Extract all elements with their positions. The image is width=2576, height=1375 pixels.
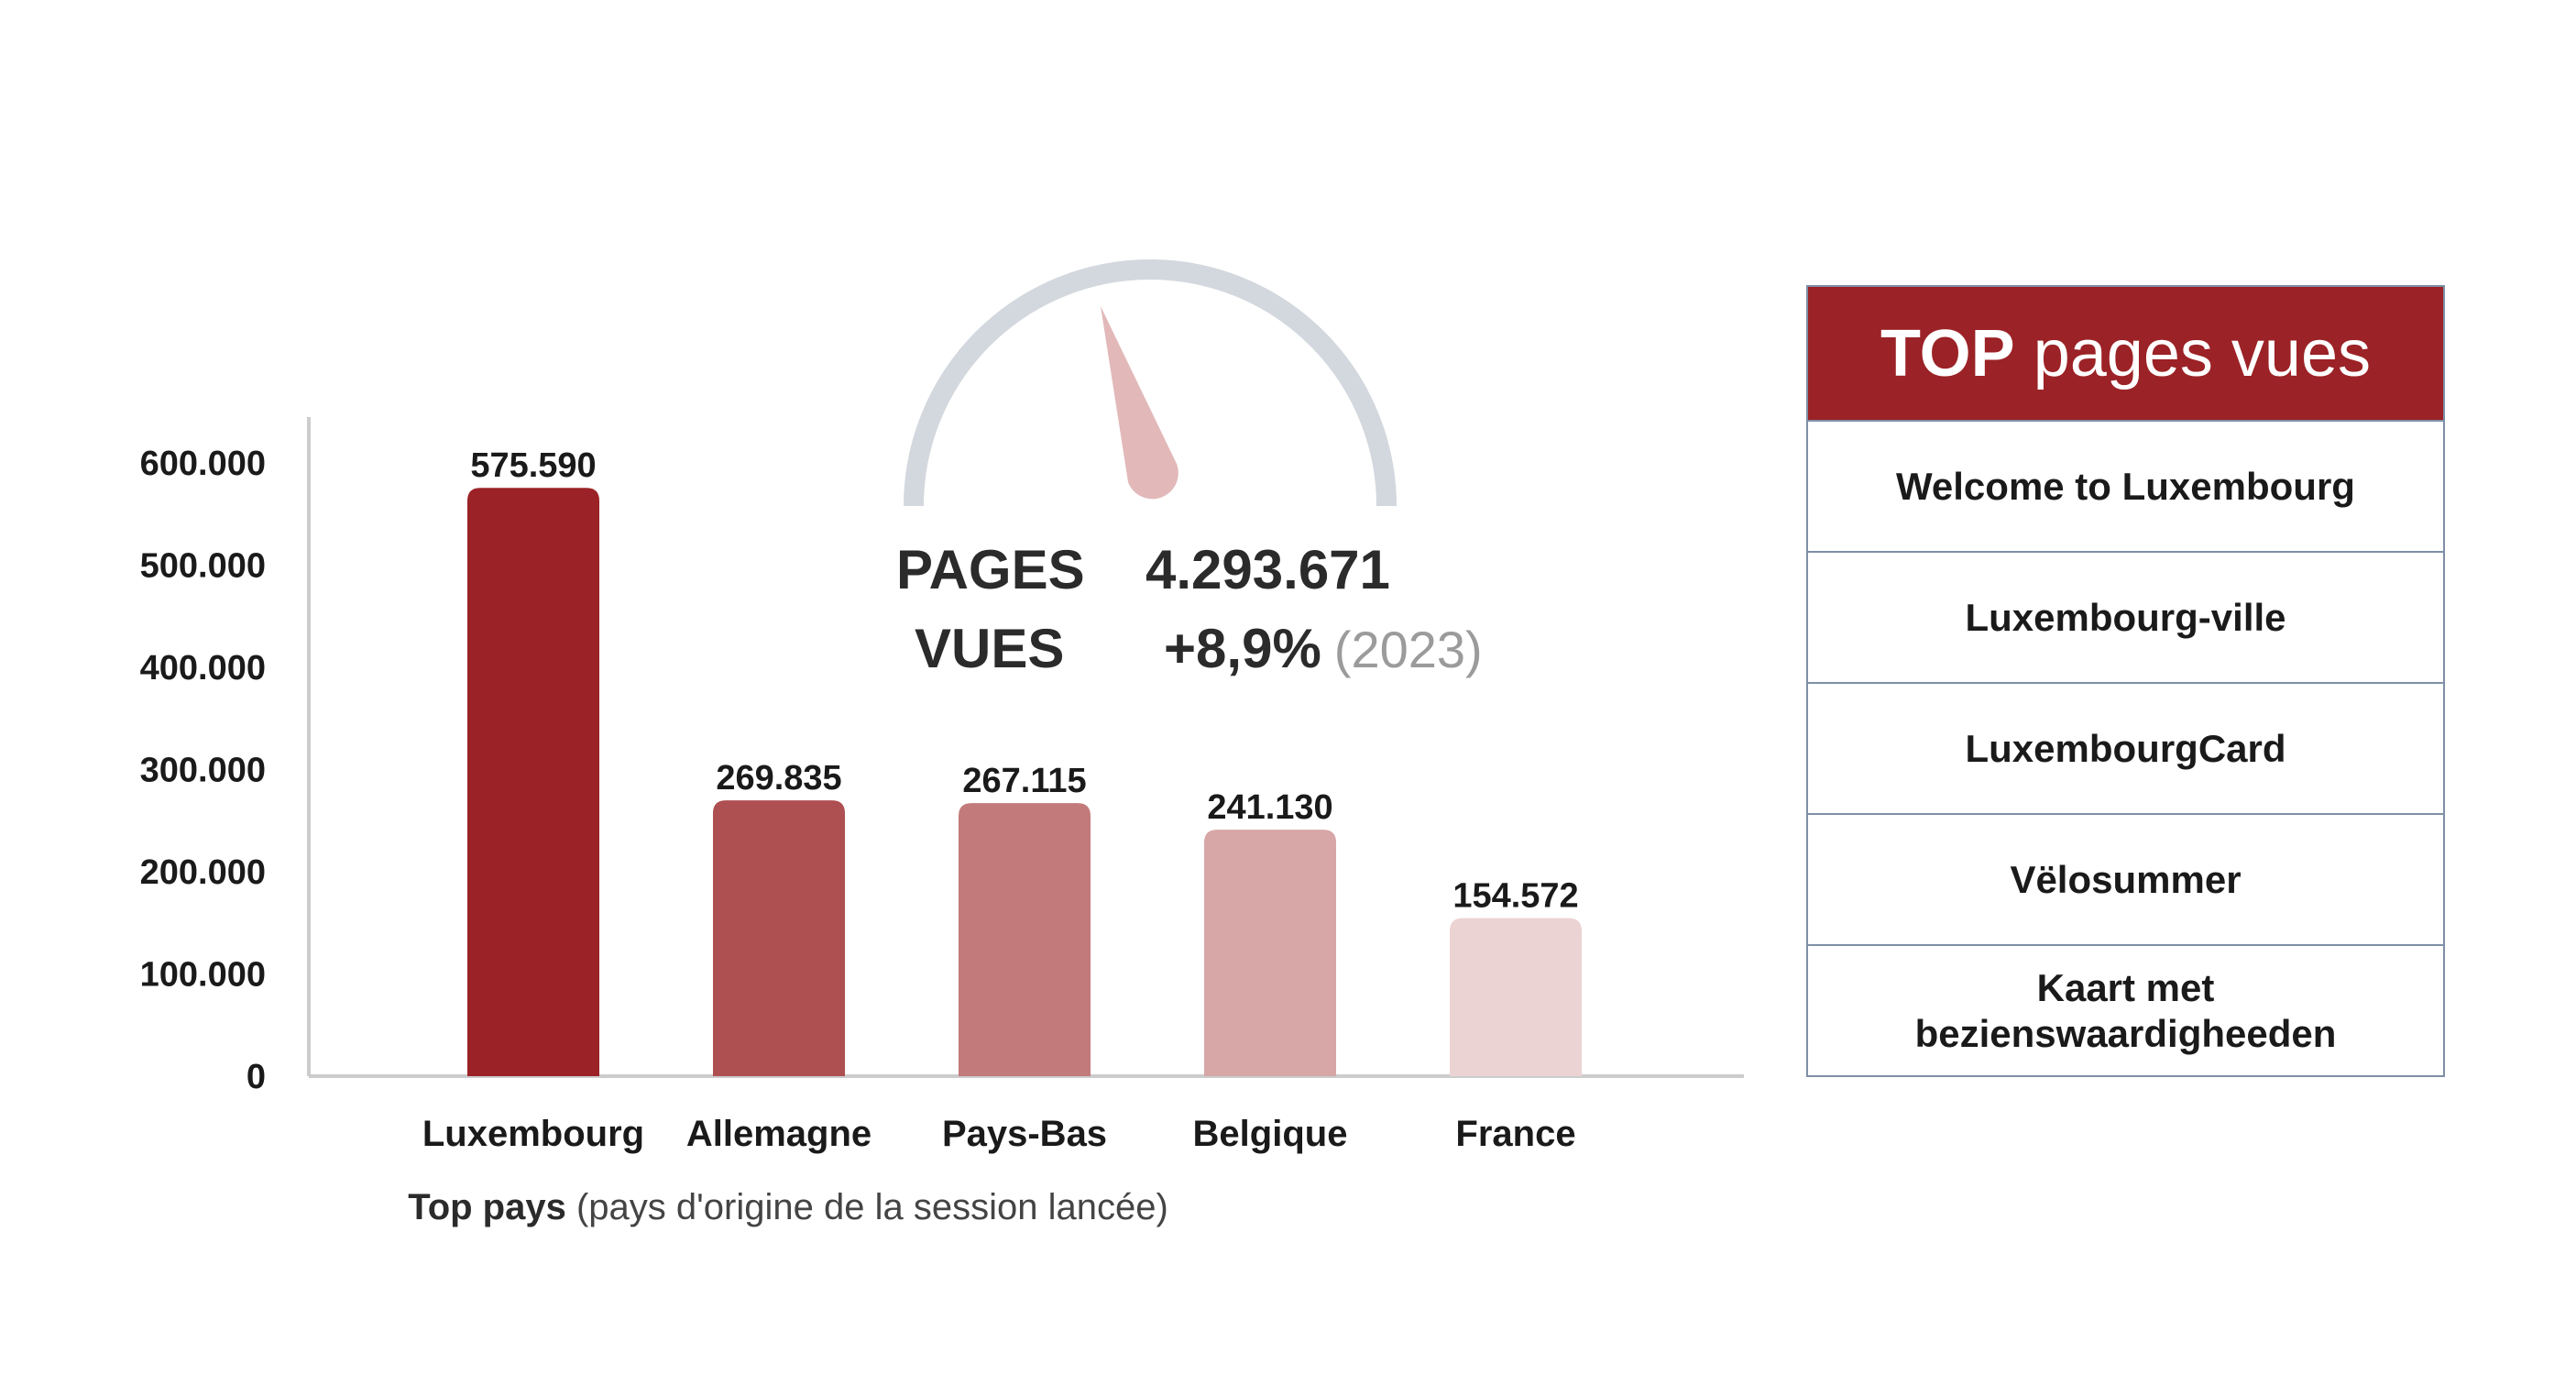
bar-belgique [1204, 830, 1336, 1076]
y-tick-label: 300.000 [140, 752, 266, 790]
top-pages-title-light: pages vues [2033, 316, 2371, 390]
x-tick-label: Pays-Bas [942, 1114, 1107, 1154]
x-tick-label: Allemagne [686, 1114, 871, 1154]
kpi-year: (2023) [1333, 621, 1483, 678]
y-tick-label: 500.000 [140, 547, 266, 586]
bar-value-label: 241.130 [1207, 788, 1332, 827]
y-tick-label: 600.000 [140, 445, 266, 483]
top-page-item: Luxembourg-ville [1808, 551, 2443, 682]
kpi-change-value: +8,9% [1164, 618, 1321, 679]
bar-luxembourg [467, 488, 599, 1076]
kpi-total-pageviews: 4.293.671 [1145, 539, 1390, 600]
gauge-arc [904, 259, 1397, 507]
top-pages-title-strong: TOP [1880, 316, 2015, 390]
top-page-item: Welcome to Luxembourg [1808, 420, 2443, 551]
bar-value-label: 269.835 [716, 759, 841, 798]
bar-value-label: 267.115 [962, 762, 1086, 800]
bar-allemagne [713, 800, 845, 1076]
x-tick-label: France [1455, 1114, 1575, 1154]
y-tick-label: 100.000 [140, 956, 266, 995]
top-pages-header: TOP pages vues [1808, 287, 2443, 420]
x-axis-caption-bold: Top pays [408, 1187, 566, 1227]
top-page-item: Vëlosummer [1808, 813, 2443, 944]
y-tick-label: 200.000 [140, 853, 266, 892]
kpi-change: +8,9% (2023) [1164, 617, 1483, 680]
top-page-item: Kaart met bezienswaardigheeden [1808, 944, 2443, 1075]
y-tick-label: 400.000 [140, 649, 266, 688]
top-page-item: LuxembourgCard [1808, 682, 2443, 813]
bar-france [1450, 918, 1582, 1076]
gauge-needle [1101, 306, 1178, 500]
bar-pays-bas [959, 803, 1091, 1076]
x-axis-caption: Top pays (pays d'origine de la session l… [330, 1187, 1246, 1228]
x-axis-caption-note: (pays d'origine de la session lancée) [575, 1187, 1168, 1227]
bar-value-label: 154.572 [1452, 877, 1578, 916]
x-tick-label: Luxembourg [422, 1114, 644, 1154]
kpi-label-vues: VUES [915, 618, 1065, 679]
y-tick-label: 0 [247, 1058, 266, 1096]
kpi-label-pages: PAGES [896, 539, 1085, 600]
top-pages-panel: TOP pages vues Welcome to Luxembourg Lux… [1806, 285, 2445, 1077]
bar-value-label: 575.590 [470, 446, 596, 485]
x-tick-label: Belgique [1193, 1114, 1348, 1154]
